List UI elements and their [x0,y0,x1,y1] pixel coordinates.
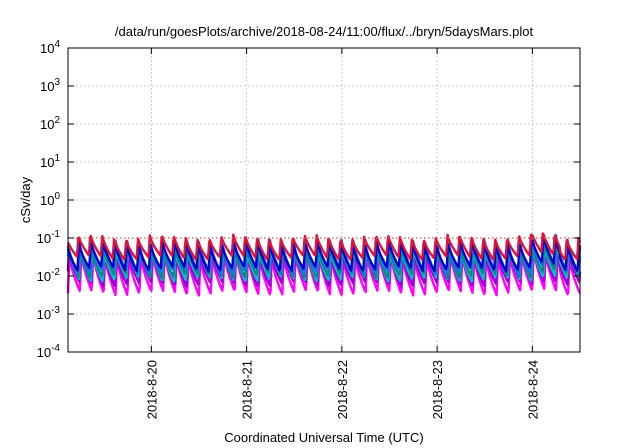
x-axis-label: Coordinated Universal Time (UTC) [224,430,423,445]
y-tick-label: 104 [40,39,60,56]
x-tick-label: 2018-8-20 [144,360,159,419]
chart-title: /data/run/goesPlots/archive/2018-08-24/1… [115,24,534,39]
grid-lines [68,48,580,352]
x-axis: 2018-8-20 2018-8-21 2018-8-22 2018-8-23 2018… [144,48,540,419]
series-line [66,232,582,262]
y-axis-label: cSv/day [18,176,33,223]
y-tick-label: 103 [40,77,60,94]
y-tick-label: 102 [40,115,60,132]
x-tick-label: 2018-8-23 [430,360,445,419]
y-tick-label: 101 [40,153,60,170]
series-layer [66,232,582,297]
series-line [66,235,582,273]
y-axis: 10-4 10-3 10-2 10-1 100 101 102 103 104 [37,39,580,360]
x-tick-label: 2018-8-22 [335,360,350,419]
y-tick-label: 10-2 [37,267,61,284]
x-tick-label: 2018-8-21 [240,360,255,419]
y-tick-label: 10-4 [37,343,61,360]
y-tick-label: 100 [40,191,60,208]
x-tick-label: 2018-8-24 [525,360,540,419]
y-tick-label: 10-3 [37,305,61,322]
y-tick-label: 10-1 [37,229,61,246]
